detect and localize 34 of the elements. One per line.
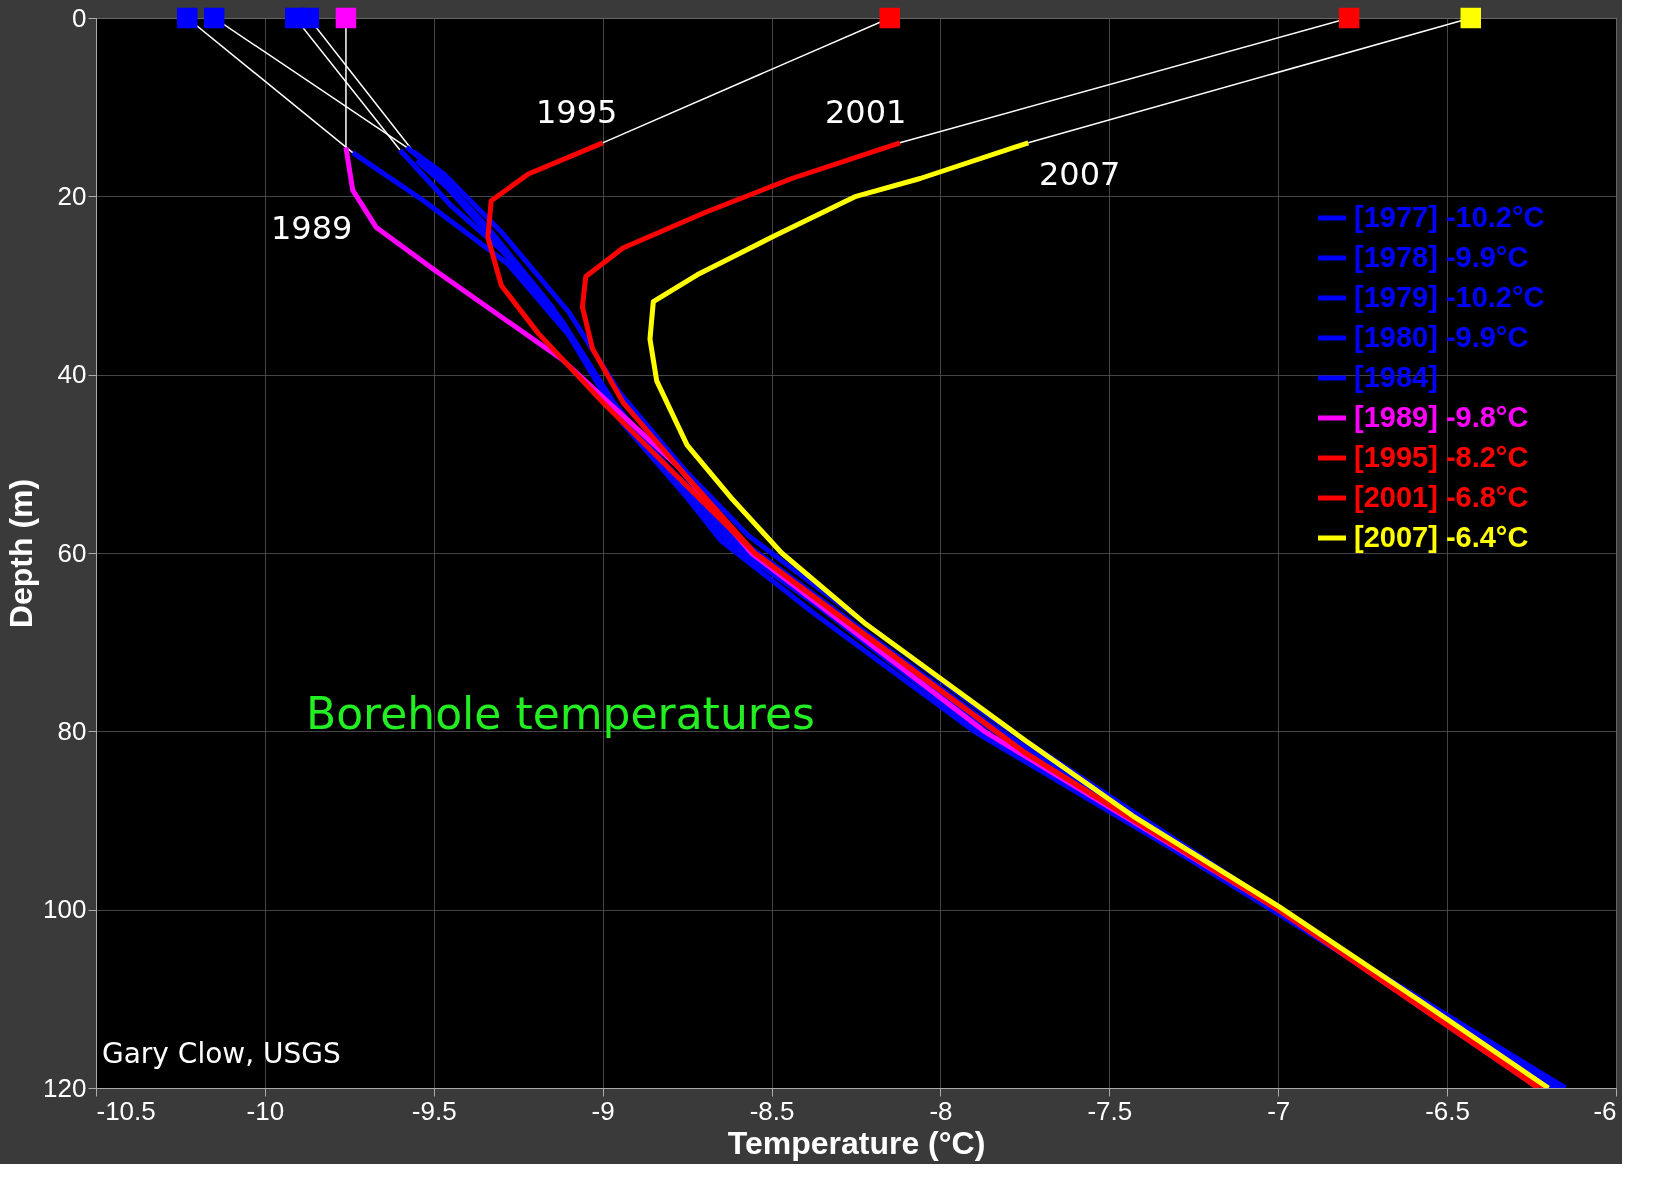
y-tick-label: 40 [57, 359, 87, 390]
y-tick-label: 100 [43, 894, 87, 925]
x-tick-label: -7 [1267, 1095, 1291, 1126]
legend-label: [2007] -6.4°C [1354, 521, 1529, 553]
y-tick-label: 60 [57, 537, 87, 568]
legend-label: [1978] -9.9°C [1354, 241, 1529, 273]
legend-label: [1989] -9.8°C [1354, 401, 1529, 433]
y-tick-label: 0 [72, 2, 87, 33]
x-axis-title: Temperature (°C) [727, 1124, 986, 1161]
x-tick-label: -9.5 [411, 1095, 457, 1126]
x-tick-label: -7.5 [1087, 1095, 1133, 1126]
annotation: 2007 [1039, 155, 1121, 193]
y-tick-label: 20 [57, 180, 87, 211]
legend-label: [1995] -8.2°C [1354, 441, 1529, 473]
annotation: Gary Clow, USGS [102, 1037, 341, 1070]
y-tick-label: 120 [43, 1072, 87, 1103]
x-tick-label: -9 [591, 1095, 615, 1126]
annotation: 2001 [825, 93, 907, 131]
annotation: 1995 [536, 93, 618, 131]
x-tick-label: -6 [1593, 1095, 1617, 1126]
y-tick-label: 80 [57, 715, 87, 746]
x-tick-label: -10 [246, 1095, 285, 1126]
legend-label: [2001] -6.8°C [1354, 481, 1529, 513]
annotation: 1989 [271, 209, 353, 247]
y-axis-title: Depth (m) [3, 478, 40, 629]
legend-label: [1984] [1354, 361, 1438, 393]
x-tick-label: -8.5 [749, 1095, 795, 1126]
x-tick-label: -10.5 [96, 1095, 156, 1126]
legend-label: [1979] -10.2°C [1354, 281, 1545, 313]
legend-label: [1977] -10.2°C [1354, 201, 1545, 233]
annotation: Borehole temperatures [306, 688, 815, 739]
x-tick-label: -8 [929, 1095, 953, 1126]
x-tick-label: -6.5 [1425, 1095, 1471, 1126]
legend-label: [1980] -9.9°C [1354, 321, 1529, 353]
